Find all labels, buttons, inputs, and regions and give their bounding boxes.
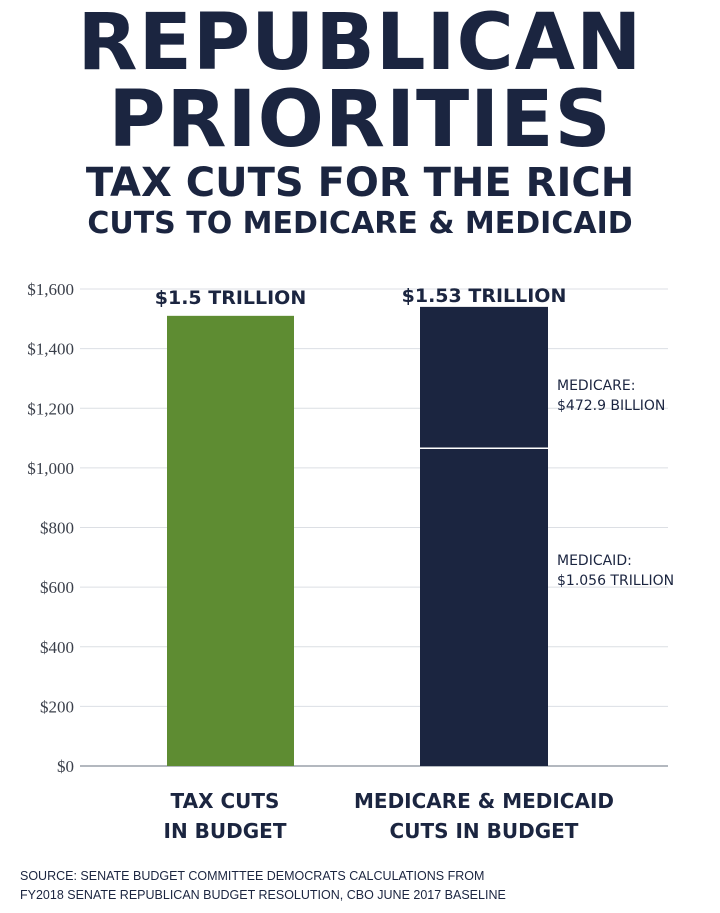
bar-0-total-label: $1.5 TRILLION [155,287,307,309]
y-tick-label-400: $400 [40,638,74,657]
category-label-medicare-medicaid-line-2: CUTS IN BUDGET [389,819,579,843]
y-tick-label-1600: $1,600 [27,280,74,299]
category-label-tax-cuts-line-1: TAX CUTS [170,789,280,813]
source-line-1: SOURCE: SENATE BUDGET COMMITTEE DEMOCRAT… [20,869,485,883]
bar-1-total-label: $1.53 TRILLION [402,285,567,307]
source-note: SOURCE: SENATE BUDGET COMMITTEE DEMOCRAT… [20,867,710,905]
medicaid-annotation-line-1: MEDICAID: [557,553,632,569]
category-label-tax-cuts-line-2: IN BUDGET [163,819,287,843]
medicaid-annotation-line-2: $1.056 TRILLION [557,573,674,589]
medicare-annotation-line-2: $472.9 BILLION [557,398,665,414]
y-tick-label-800: $800 [40,519,74,538]
subtitle-line-2: CUTS TO MEDICARE & MEDICAID [87,206,633,241]
title-line-2: PRIORITIES [108,75,612,165]
category-label-medicare-medicaid-line-1: MEDICARE & MEDICAID [354,789,614,813]
title-line-1: REPUBLICAN [77,0,643,88]
category-label-medicare-medicaid: MEDICARE & MEDICAID CUTS IN BUDGET [334,786,634,846]
y-tick-label-1000: $1,000 [27,459,74,478]
bar-0-segment-0 [167,315,294,766]
source-line-2: FY2018 SENATE REPUBLICAN BUDGET RESOLUTI… [20,888,506,902]
subtitle-line-1: TAX CUTS FOR THE RICH [85,160,635,206]
y-tick-label-0: $0 [57,757,74,776]
y-tick-label-200: $200 [40,697,74,716]
category-label-tax-cuts: TAX CUTS IN BUDGET [125,786,325,846]
bar-1-segment-1 [420,306,548,449]
y-tick-label-1200: $1,200 [27,399,74,418]
y-tick-label-1400: $1,400 [27,340,74,359]
medicare-annotation-line-1: MEDICARE: [557,378,635,394]
y-tick-label-600: $600 [40,578,74,597]
bar-1-segment-0 [420,448,548,766]
